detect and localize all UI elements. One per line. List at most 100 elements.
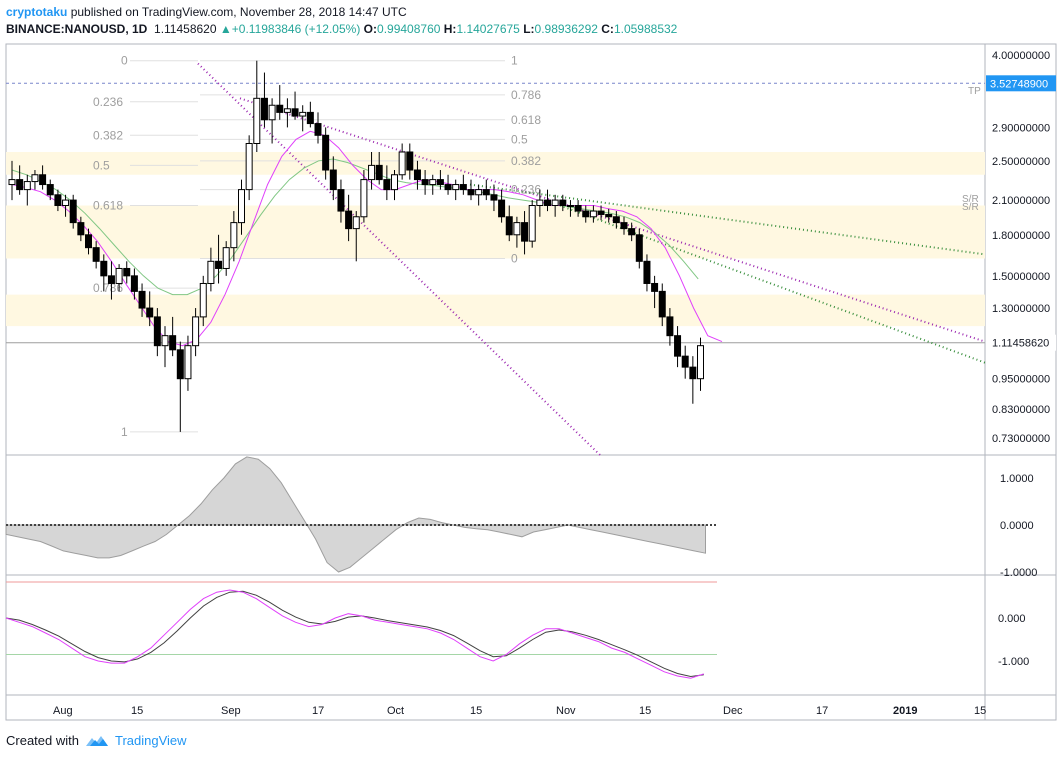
candle bbox=[368, 151, 376, 190]
candle bbox=[643, 254, 651, 292]
candle bbox=[138, 283, 146, 317]
symbol-label: BINANCE:NANOUSD, 1D bbox=[6, 22, 148, 36]
candle-body bbox=[169, 335, 177, 351]
created-with-text: Created with bbox=[6, 733, 79, 748]
candle bbox=[528, 200, 536, 248]
candle bbox=[597, 205, 605, 221]
candle bbox=[291, 91, 299, 120]
low-value: 0.98936292 bbox=[534, 22, 598, 36]
candle bbox=[329, 156, 337, 201]
price-tick-label: 2.10000000 bbox=[992, 195, 1050, 207]
tradingview-brand[interactable]: TradingView bbox=[114, 733, 187, 748]
candle bbox=[689, 356, 697, 404]
candle bbox=[697, 337, 704, 391]
candle bbox=[459, 174, 467, 195]
change-up-icon: ▲ bbox=[219, 22, 232, 36]
candle bbox=[107, 261, 115, 300]
candle bbox=[391, 170, 398, 201]
candle-body bbox=[291, 108, 299, 117]
candle bbox=[322, 127, 330, 180]
candle bbox=[337, 179, 345, 223]
candle bbox=[383, 165, 391, 201]
candle-body bbox=[551, 199, 559, 207]
candle bbox=[23, 174, 31, 206]
candle-body bbox=[612, 216, 620, 224]
candle-body bbox=[260, 97, 268, 121]
candle bbox=[398, 143, 406, 180]
fib-left-label: 0.236 bbox=[93, 95, 123, 109]
price-tick-label: 1.11458620 bbox=[992, 338, 1049, 350]
candle-body bbox=[521, 222, 529, 242]
candle-body bbox=[8, 179, 16, 186]
candle bbox=[536, 189, 544, 217]
candle-body bbox=[337, 189, 345, 212]
sr-label: S/R bbox=[962, 194, 979, 205]
candle-body bbox=[314, 123, 322, 136]
candle bbox=[39, 165, 47, 190]
candle-body bbox=[482, 189, 490, 196]
candle bbox=[658, 283, 666, 327]
candle bbox=[444, 174, 452, 195]
x-tick-label: 17 bbox=[312, 705, 324, 717]
candle bbox=[199, 275, 207, 327]
candle bbox=[582, 205, 590, 223]
candle-body bbox=[582, 210, 590, 218]
candle-body bbox=[54, 194, 62, 207]
candle bbox=[345, 194, 353, 242]
high-label: H: bbox=[443, 22, 457, 36]
candle-body bbox=[207, 260, 215, 284]
author-link[interactable]: cryptotaku bbox=[6, 5, 68, 19]
x-tick-label: 15 bbox=[639, 705, 651, 717]
candle-body bbox=[62, 199, 70, 207]
candle-body bbox=[544, 199, 551, 207]
candle bbox=[406, 143, 414, 180]
candle-body bbox=[666, 316, 674, 337]
candle bbox=[192, 308, 200, 357]
candle-body bbox=[391, 174, 398, 191]
tp-price-tag bbox=[986, 75, 1056, 92]
candle-body bbox=[222, 247, 230, 269]
x-tick-label: 15 bbox=[131, 705, 143, 717]
candle-body bbox=[413, 169, 421, 181]
candle-body bbox=[620, 222, 628, 230]
close-value: 1.05988532 bbox=[613, 22, 678, 36]
candle-body bbox=[153, 316, 161, 347]
candle bbox=[176, 341, 184, 432]
x-tick-label: Dec bbox=[723, 705, 743, 717]
candle bbox=[8, 160, 16, 201]
candle bbox=[46, 179, 54, 201]
candle-body bbox=[505, 216, 513, 236]
candle-body bbox=[184, 345, 192, 380]
candle-body bbox=[238, 189, 245, 224]
candle bbox=[352, 211, 360, 262]
candle-body bbox=[230, 222, 238, 249]
candle bbox=[238, 179, 245, 235]
candle-body bbox=[329, 169, 337, 191]
candle-body bbox=[643, 260, 651, 284]
x-tick-label: Oct bbox=[387, 705, 404, 717]
candle bbox=[215, 234, 223, 284]
candle bbox=[559, 194, 567, 212]
candle-body bbox=[39, 174, 47, 186]
candle-body bbox=[322, 134, 330, 171]
fib-left-label: 0.786 bbox=[93, 281, 123, 295]
candle bbox=[589, 205, 597, 223]
candle-body bbox=[31, 174, 39, 183]
candle-body bbox=[107, 275, 115, 284]
candle-body bbox=[130, 275, 138, 292]
price-tick-label: 0.83000000 bbox=[992, 404, 1050, 416]
candle bbox=[69, 194, 77, 229]
candle bbox=[268, 98, 276, 144]
candle-body bbox=[245, 142, 253, 191]
candle-body bbox=[597, 210, 605, 215]
candle bbox=[612, 211, 620, 229]
candle bbox=[436, 170, 444, 190]
open-label: O: bbox=[363, 22, 378, 36]
candle-body bbox=[192, 316, 200, 347]
candle-body bbox=[375, 164, 383, 181]
candle bbox=[100, 254, 108, 292]
footer: Created with TradingView bbox=[6, 733, 187, 748]
fib-right-label: 0.786 bbox=[511, 88, 541, 102]
osc2-macd-line bbox=[5, 589, 704, 679]
